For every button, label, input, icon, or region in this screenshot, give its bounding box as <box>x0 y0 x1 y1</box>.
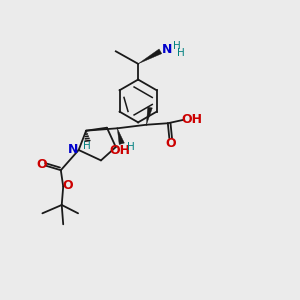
Polygon shape <box>117 128 124 145</box>
Text: O: O <box>62 179 73 192</box>
Text: H: H <box>177 47 185 58</box>
Text: H: H <box>172 41 180 51</box>
Polygon shape <box>146 107 152 125</box>
Text: OH: OH <box>109 144 130 157</box>
Polygon shape <box>138 49 162 64</box>
Text: O: O <box>165 137 175 150</box>
Text: H: H <box>83 141 91 151</box>
Text: OH: OH <box>181 112 202 126</box>
Text: O: O <box>37 158 47 171</box>
Text: N: N <box>162 43 172 56</box>
Text: H: H <box>127 142 135 152</box>
Text: N: N <box>68 142 78 156</box>
